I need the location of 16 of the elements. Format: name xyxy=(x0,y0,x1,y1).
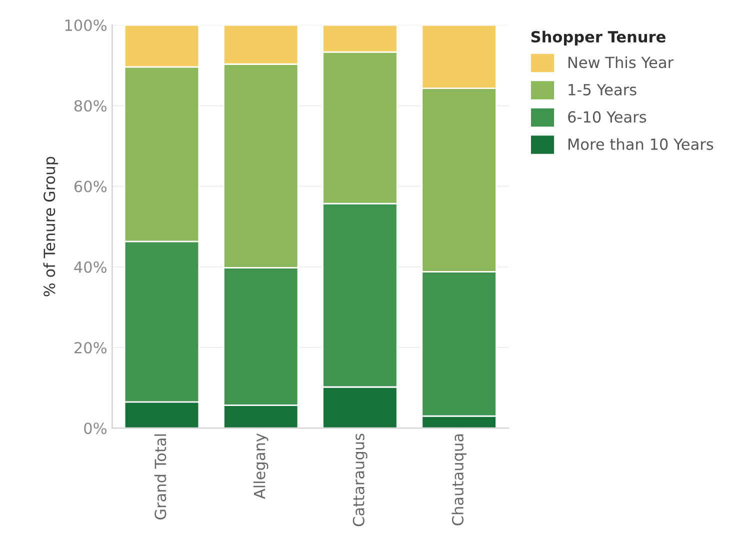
legend-label: 6-10 Years xyxy=(568,111,646,123)
legend-label: 1-5 Years xyxy=(568,84,636,96)
legend-label: More than 10 Years xyxy=(568,138,714,150)
x-tick-label: Grand Total xyxy=(154,434,166,520)
y-tick-label: 0% xyxy=(84,422,106,434)
y-tick-label: 80% xyxy=(74,100,106,112)
y-axis-title: % of Tenure Group xyxy=(43,156,58,296)
x-tick-label: Allegany xyxy=(253,433,268,499)
legend-label: New This Year xyxy=(568,56,674,68)
x-tick-label: Chautauqua xyxy=(452,434,466,526)
legend-title: Shopper Tenure xyxy=(531,30,666,46)
y-tick-label: 40% xyxy=(74,261,106,273)
y-tick-label: 100% xyxy=(65,19,106,32)
x-tick-label: Cattaraugus xyxy=(352,434,368,526)
y-tick-label: 60% xyxy=(74,180,106,192)
y-tick-label: 20% xyxy=(74,342,106,354)
